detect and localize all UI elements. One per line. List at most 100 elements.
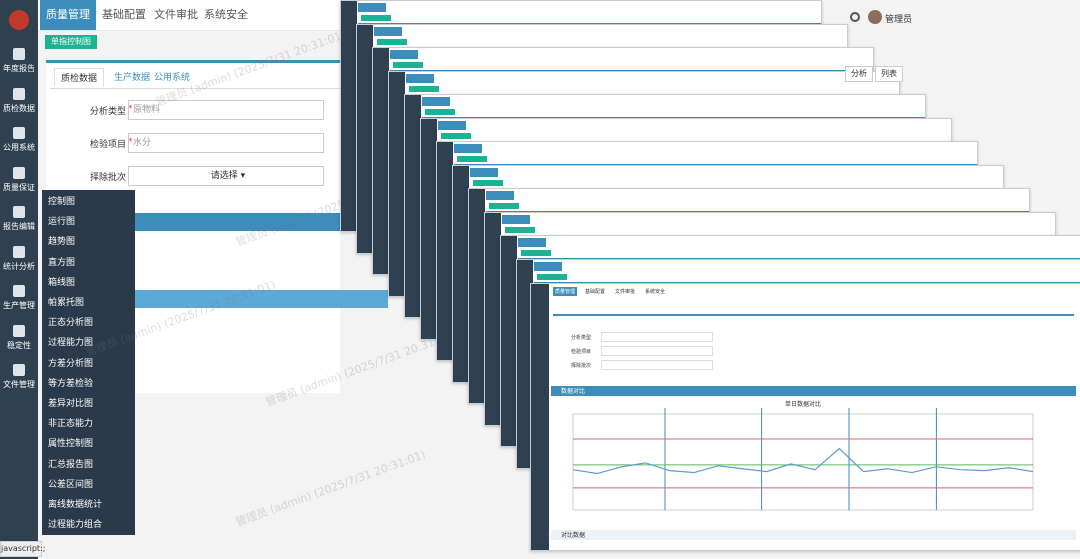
- sidebar-item[interactable]: 稳定性: [0, 324, 38, 351]
- sidebar-label: 质量保证: [3, 182, 35, 192]
- data-line: [572, 447, 1034, 475]
- menu-item[interactable]: 过程能力图: [48, 338, 94, 349]
- window-header: [406, 73, 434, 83]
- sidebar-label: 年度报告: [3, 64, 35, 73]
- logo: [9, 10, 29, 30]
- menu-item[interactable]: 方差分析图: [48, 358, 94, 369]
- sidebar-label: 公用系统: [3, 143, 35, 152]
- sidebar-item[interactable]: 质检数据: [0, 87, 38, 114]
- form: 分析类型 * 原物料 检验项目 * 水分 择除批次 请选择 ▾: [46, 95, 340, 195]
- sidebar-label: 报告编辑: [3, 222, 35, 231]
- window-header: [486, 191, 514, 200]
- window-header: [422, 97, 450, 106]
- button[interactable]: 列表: [875, 66, 903, 82]
- avatar[interactable]: [868, 10, 882, 24]
- nav-item[interactable]: 基础配置: [585, 289, 606, 295]
- field-input[interactable]: [601, 332, 713, 342]
- window-header: [534, 261, 562, 271]
- window-header: [454, 144, 482, 153]
- button[interactable]: 分析: [845, 66, 873, 82]
- sidebar-item[interactable]: 文件管理: [0, 364, 38, 390]
- window-sidebar: [517, 259, 533, 468]
- sidebar-icon: [13, 245, 25, 258]
- sidebar-label: 生产管理: [3, 301, 35, 310]
- sidebar-item[interactable]: 质量保证: [0, 166, 38, 193]
- sidebar-label: 稳定性: [7, 340, 31, 350]
- window-sidebar: [485, 212, 501, 425]
- menu-item[interactable]: 非正态能力: [48, 419, 94, 430]
- menu-item[interactable]: 属性控制图: [48, 439, 94, 450]
- panel-header: 对比数据: [551, 530, 1076, 540]
- field-label: 择除批次: [89, 173, 126, 183]
- field-input[interactable]: 水分: [128, 133, 324, 153]
- field-input[interactable]: 请选择 ▾: [128, 166, 324, 186]
- sidebar-item[interactable]: 年度报告: [0, 48, 38, 74]
- window-sidebar: [421, 118, 437, 339]
- menu-item[interactable]: 正态分析图: [48, 318, 94, 329]
- window-header: [518, 238, 546, 247]
- settings-icon[interactable]: [850, 12, 860, 22]
- chart: 单日数据对比: [572, 400, 1034, 511]
- menu-item[interactable]: 过程能力组合: [48, 520, 103, 531]
- menu-item[interactable]: 箱线图: [48, 277, 76, 288]
- field-input[interactable]: 原物料: [128, 100, 324, 120]
- nav-item[interactable]: 文件审批: [615, 289, 636, 295]
- sidebar-icon: [13, 166, 25, 179]
- sidebar-icon: [13, 48, 25, 60]
- nav-item[interactable]: 基础配置: [102, 8, 146, 21]
- user-name[interactable]: 管理员: [885, 15, 913, 25]
- menu-item[interactable]: 帕累托图: [48, 298, 85, 308]
- window-tag: [537, 273, 567, 280]
- window-tag: [441, 132, 471, 139]
- page-tag[interactable]: 单指控制图: [45, 35, 97, 49]
- field-label: 检验项目: [89, 140, 126, 150]
- status-bar: javascript:;: [0, 541, 45, 557]
- window-sidebar: [357, 24, 373, 253]
- nav-item[interactable]: 系统安全: [204, 8, 248, 21]
- field-label: 分析类型: [571, 335, 592, 341]
- tab[interactable]: 公用系统: [154, 73, 191, 83]
- window-tag: [521, 250, 551, 256]
- required-mark: *: [128, 137, 133, 147]
- nav-item[interactable]: 系统安全: [645, 289, 666, 295]
- menu-item[interactable]: 等方差检验: [48, 378, 94, 389]
- window-header: [438, 120, 466, 130]
- sidebar-icon: [13, 285, 25, 297]
- window-tag: [489, 203, 519, 209]
- sidebar-icon: [13, 364, 25, 376]
- tab[interactable]: 生产数据: [114, 73, 151, 83]
- nav-item[interactable]: 质量管理: [40, 0, 96, 30]
- plot-area: [572, 413, 1034, 511]
- nav-item[interactable]: 质量管理: [553, 287, 578, 296]
- field-label: 择除批次: [571, 363, 592, 369]
- top-nav: 质量管理 基础配置 文件审批 系统安全: [38, 0, 340, 31]
- window-tag: [377, 38, 407, 45]
- menu-item[interactable]: 差异对比图: [48, 399, 94, 409]
- sidebar-icon: [13, 127, 25, 139]
- window-header: [470, 167, 498, 177]
- menu-item[interactable]: 直方图: [48, 257, 76, 268]
- menu-item[interactable]: 控制图: [48, 197, 76, 207]
- tab[interactable]: 质检数据: [54, 68, 105, 87]
- menu-item[interactable]: 汇总报告图: [48, 459, 94, 470]
- menu-item[interactable]: 运行图: [48, 217, 76, 228]
- field-input[interactable]: [601, 360, 713, 370]
- front-window: 质量管理 基础配置 文件审批 系统安全 分析类型 检验项目 择除批次 数据对比 对比数据 单日数据…: [530, 283, 1080, 551]
- required-mark: *: [128, 104, 133, 114]
- window-sidebar: [437, 142, 453, 360]
- field-input[interactable]: [601, 346, 713, 356]
- menu-item[interactable]: 公差区间图: [48, 479, 94, 490]
- window-tag: [393, 62, 423, 68]
- menu-item[interactable]: 离线数据统计: [48, 500, 103, 510]
- window-tag: [409, 85, 439, 92]
- sidebar-item[interactable]: 报告编辑: [0, 206, 38, 232]
- window-header: [374, 26, 402, 36]
- chart-menu: 控制图运行图趋势图直方图箱线图帕累托图正态分析图过程能力图方差分析图等方差检验差…: [42, 190, 135, 535]
- sidebar-item[interactable]: 生产管理: [0, 285, 38, 311]
- menu-item[interactable]: 趋势图: [48, 237, 76, 248]
- sidebar-item[interactable]: 统计分析: [0, 245, 38, 272]
- window-sidebar: [501, 236, 517, 446]
- nav-item[interactable]: 文件审批: [154, 8, 198, 21]
- sidebar-item[interactable]: 公用系统: [0, 127, 38, 153]
